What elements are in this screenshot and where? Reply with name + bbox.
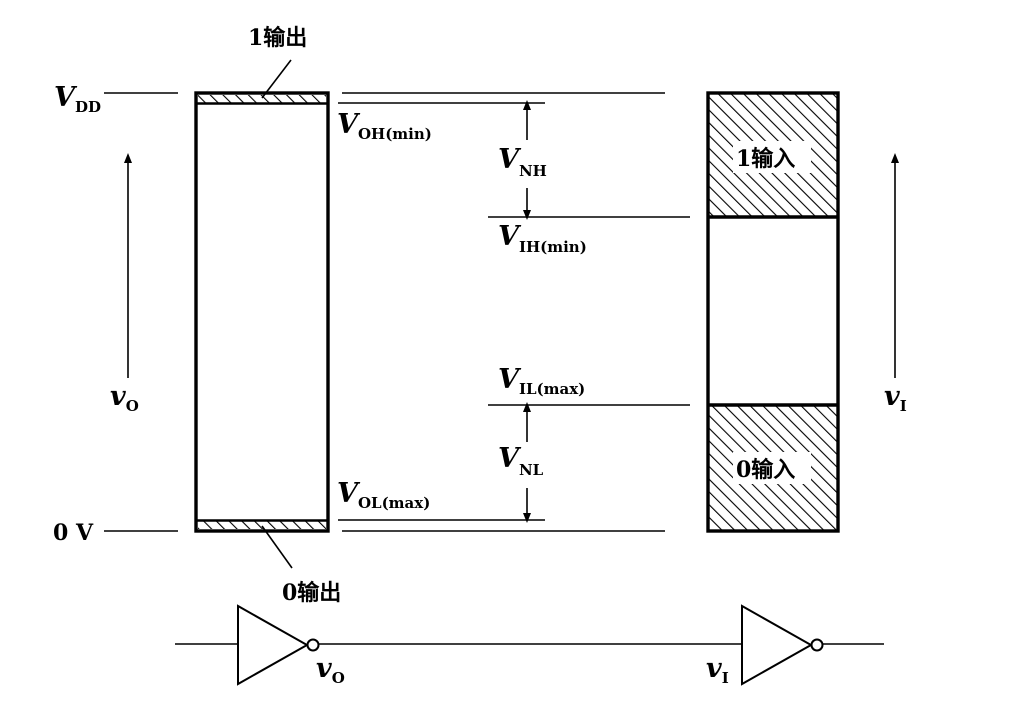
v-ih-min-label: VIH(min): [498, 221, 587, 256]
input-bar-outline: [706, 91, 840, 533]
one-output-leader: [261, 59, 292, 99]
one-input-tag: 1输入: [733, 141, 811, 173]
output-low-hatched-band: [198, 521, 326, 529]
load-inverter-bubble: [810, 638, 824, 652]
vdd-label: VDD: [54, 82, 101, 116]
one-output-label: 1输出: [248, 25, 307, 51]
driver-inverter-body: [237, 604, 310, 686]
zero-input-tag: 0输入: [733, 452, 811, 484]
load-inverter-body: [741, 604, 814, 686]
vo-gate-label: vO: [316, 653, 345, 687]
zero-volt-label: 0 V: [53, 520, 94, 546]
v-oh-min-label: VOH(min): [337, 109, 432, 143]
v-ol-max-label: VOL(max): [337, 478, 430, 512]
zero-output-leader: [261, 525, 293, 569]
zero-output-label: 0输出: [282, 580, 341, 606]
input-voltage-bar: [706, 91, 840, 533]
output-bar-outline: [194, 91, 330, 533]
vi-axis-label: vI: [884, 381, 907, 415]
vo-axis-label: vO: [110, 381, 139, 415]
vi-gate-label: vI: [706, 653, 729, 687]
one-input-label: 1输入: [736, 146, 795, 172]
zero-input-label-backing: [733, 452, 811, 484]
zero-input-label: 0输入: [736, 457, 795, 483]
v-il-max-label: VIL(max): [498, 364, 585, 398]
output-voltage-bar: [194, 91, 330, 533]
one-input-label-backing: [733, 141, 811, 173]
v-nl-label: VNL: [498, 443, 544, 479]
driver-inverter-bubble: [306, 638, 320, 652]
v-nh-label: VNH: [498, 144, 547, 180]
signal-path: [175, 604, 884, 686]
output-high-hatched-band: [198, 95, 326, 103]
